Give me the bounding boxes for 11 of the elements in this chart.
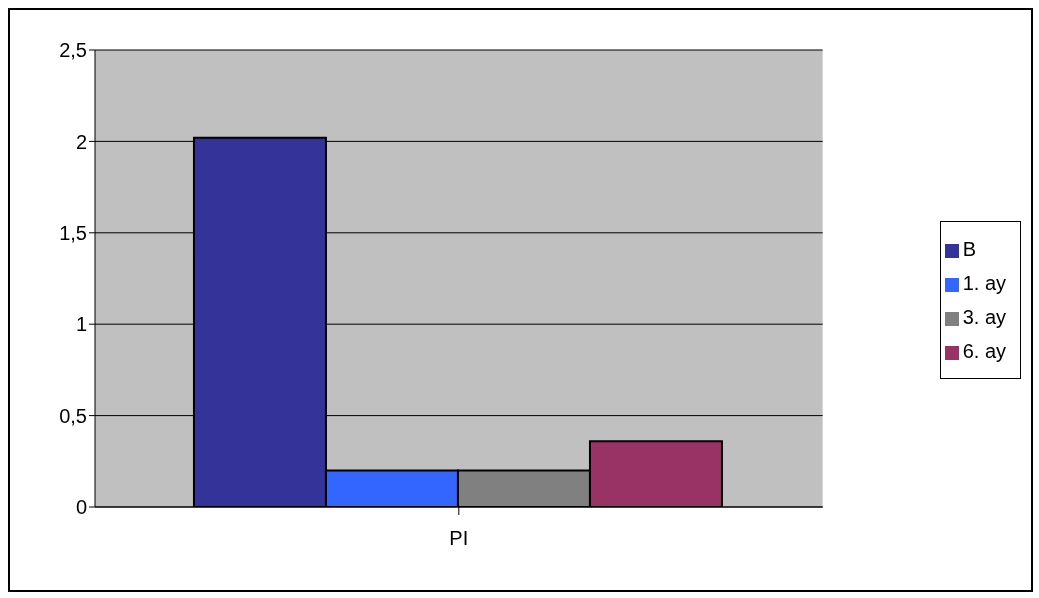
- legend-label: 1. ay: [962, 272, 1006, 294]
- y-tick-label: 1,5: [59, 221, 87, 244]
- y-tick-label: 2: [75, 130, 87, 153]
- y-tick-label: 0: [75, 496, 87, 519]
- legend-label: B: [962, 238, 976, 260]
- y-tick-label: 0,5: [59, 404, 87, 427]
- legend-label: 3. ay: [962, 306, 1006, 328]
- y-tick-label: 2,5: [59, 39, 87, 62]
- y-tick-label: 1: [75, 313, 87, 336]
- x-tick-label: PI: [449, 527, 469, 550]
- legend-label: 6. ay: [962, 340, 1006, 362]
